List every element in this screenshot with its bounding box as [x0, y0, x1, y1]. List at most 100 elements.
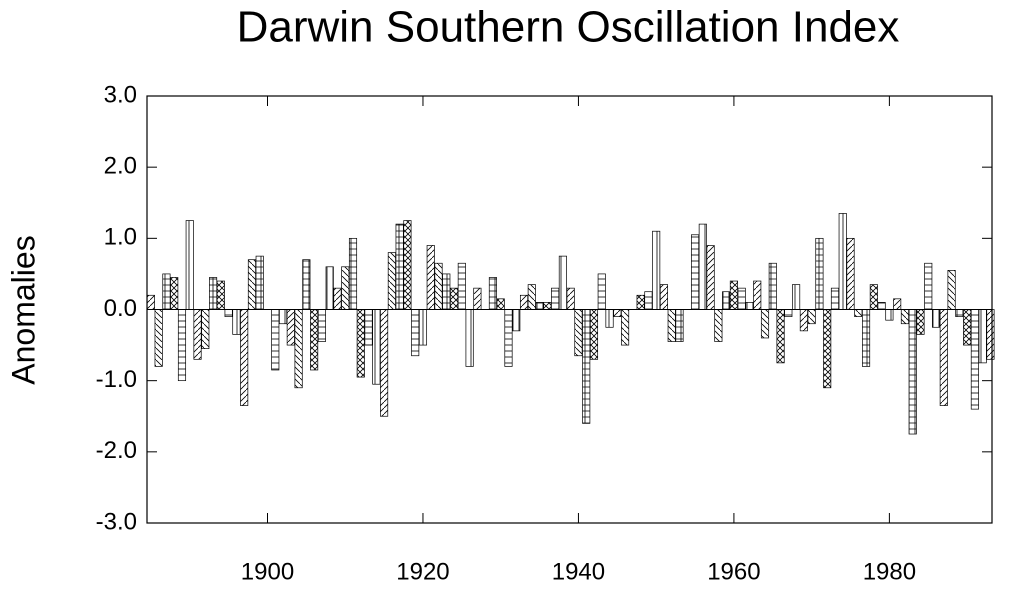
bar [302, 259, 311, 310]
bar [232, 309, 241, 335]
bar [566, 287, 575, 310]
bar [815, 237, 824, 310]
bar [450, 287, 459, 310]
bar [216, 280, 225, 310]
bar [582, 309, 591, 424]
bar [278, 309, 288, 325]
bar [931, 309, 941, 328]
y-tick-label: -1.0 [96, 366, 137, 393]
bar [970, 309, 979, 410]
x-tick-label: 1980 [863, 558, 916, 585]
bar [356, 309, 365, 378]
bar [488, 277, 497, 310]
bar [209, 277, 218, 310]
bar [255, 255, 264, 310]
x-tick-label: 1900 [241, 558, 294, 585]
bar [729, 280, 738, 310]
bar [325, 266, 334, 310]
bar [201, 309, 210, 349]
bar [854, 309, 863, 317]
bar [636, 294, 645, 310]
bar [177, 309, 187, 382]
bar [551, 287, 560, 310]
bar [403, 220, 412, 310]
bar [162, 273, 171, 310]
bar [317, 309, 326, 342]
bar [457, 262, 466, 310]
bar [885, 309, 894, 321]
bar [924, 262, 933, 310]
bar [613, 309, 622, 317]
y-tick-label: -3.0 [96, 508, 137, 535]
bar [955, 309, 964, 317]
bar [170, 277, 179, 310]
bar [294, 309, 303, 389]
bar [784, 309, 793, 317]
bar [652, 230, 661, 310]
bar [908, 309, 917, 435]
bar [823, 309, 832, 389]
bar [372, 309, 381, 385]
bar [504, 309, 513, 367]
y-tick-label: 3.0 [104, 81, 137, 108]
bar [535, 302, 544, 310]
chart-title: Darwin Southern Oscillation Index [237, 3, 900, 52]
y-tick-label: -2.0 [96, 437, 137, 464]
y-tick-label: 1.0 [104, 224, 137, 251]
bar [753, 280, 762, 310]
bar [986, 309, 995, 360]
bar [691, 234, 700, 310]
bar [768, 262, 777, 310]
bar [185, 220, 194, 310]
bar [597, 273, 606, 310]
bar [939, 309, 948, 406]
bar [659, 284, 668, 310]
bar [341, 266, 350, 310]
bar [512, 309, 521, 332]
bar [605, 309, 614, 328]
bar [963, 309, 972, 346]
bar [527, 284, 536, 310]
bar [558, 255, 567, 310]
y-axis-label: Anomalies [5, 235, 41, 384]
bar [496, 298, 505, 310]
bar [348, 237, 358, 310]
bar [442, 273, 451, 310]
x-tick-label: 1940 [552, 558, 605, 585]
bar [193, 309, 202, 360]
bar [411, 309, 420, 357]
bar [698, 223, 707, 310]
bar [589, 309, 599, 360]
bar [380, 309, 389, 417]
bar [776, 309, 785, 364]
bar [543, 302, 552, 310]
bar [387, 252, 396, 310]
bar [310, 309, 319, 371]
x-tick-label: 1920 [396, 558, 449, 585]
bar [900, 309, 909, 325]
bar [247, 259, 256, 310]
bar [846, 237, 855, 310]
bar [473, 287, 482, 310]
bar [947, 270, 956, 310]
bar [224, 309, 233, 317]
y-tick-label: 2.0 [104, 153, 137, 180]
bar [240, 309, 249, 406]
bar [395, 223, 404, 310]
bar [426, 245, 435, 310]
bar [893, 298, 902, 310]
bar [364, 309, 373, 346]
bar [146, 294, 155, 310]
bar [830, 287, 840, 310]
bar [675, 309, 684, 342]
bar [519, 294, 529, 310]
bar [271, 309, 280, 371]
bar [838, 213, 847, 310]
x-tick-label: 1960 [707, 558, 760, 585]
bar [869, 284, 878, 310]
bar [799, 309, 808, 332]
bar [418, 309, 428, 346]
bar [333, 287, 342, 310]
bar [760, 309, 770, 339]
bar [737, 287, 746, 310]
